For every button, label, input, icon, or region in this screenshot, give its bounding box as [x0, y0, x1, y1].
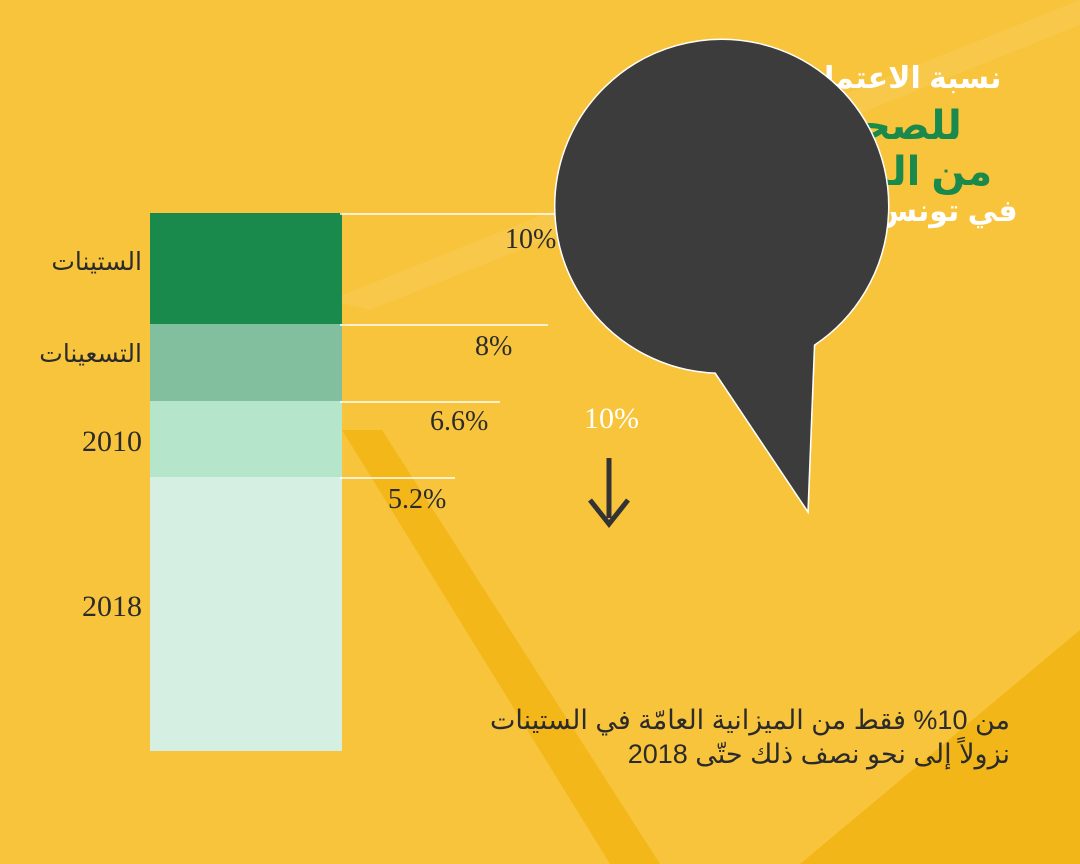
- bar-value-label: 5.2%: [388, 484, 447, 515]
- bar-value-label: 8%: [475, 331, 513, 362]
- bar-category-label: التسعينات: [39, 340, 142, 368]
- bar-segment: [150, 401, 342, 477]
- pie-slice: [553, 38, 890, 515]
- bar-category-label: 2010: [82, 425, 142, 458]
- pie-highlight-label: 10%: [584, 402, 639, 435]
- bar-value-label: 10%: [505, 224, 557, 255]
- bar-segment: [150, 477, 342, 751]
- caption-line-2: نزولاً إلى نحو نصف ذلك حتّى 2018: [627, 738, 1010, 769]
- down-arrow-icon: [588, 458, 630, 529]
- bar-category-label: الستينات: [51, 248, 142, 276]
- bar-value-label: 6.6%: [430, 406, 489, 437]
- bar-segment: [150, 324, 342, 401]
- caption: من 10% فقط من الميزانية العامّة في الستي…: [489, 704, 1010, 772]
- bar-category-label: 2018: [82, 590, 142, 623]
- caption-line-1: من 10% فقط من الميزانية العامّة في الستي…: [489, 705, 1010, 735]
- bar-segment: [150, 213, 342, 324]
